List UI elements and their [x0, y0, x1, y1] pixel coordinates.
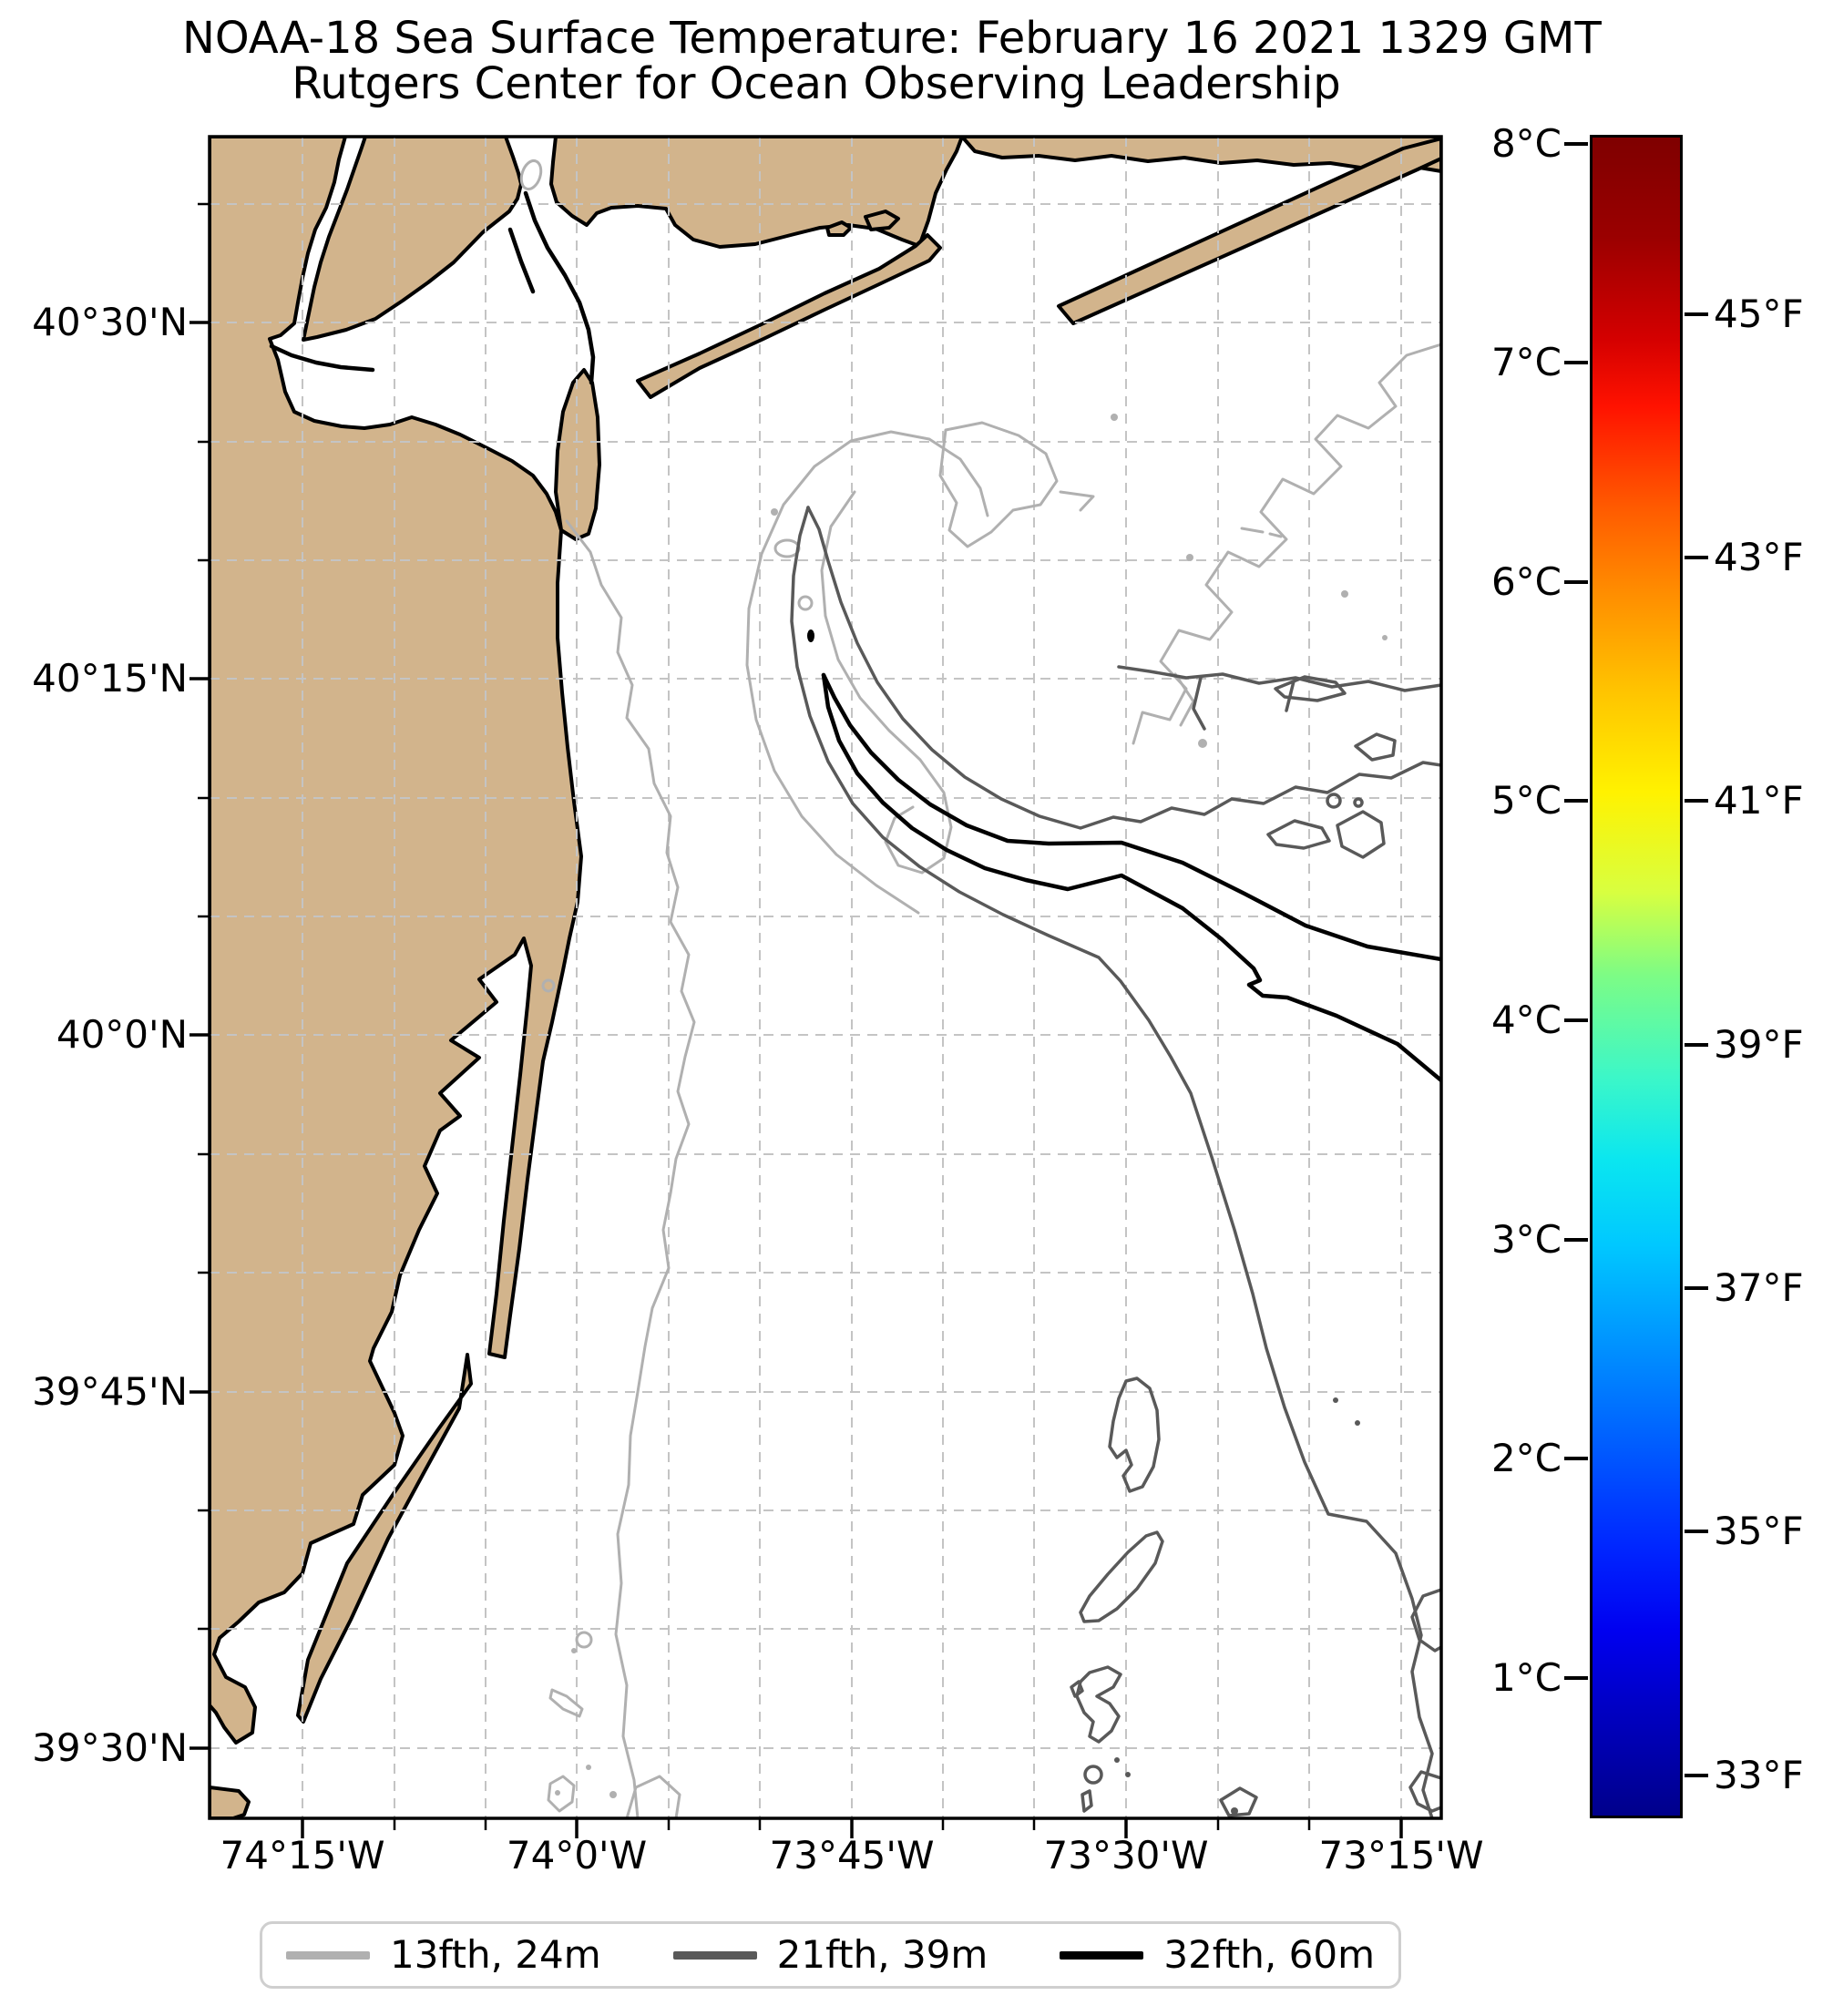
land-marsh-islands [825, 210, 900, 237]
contour-13fth-valley-curl [820, 490, 953, 875]
contour-32fth-harbor-channels [507, 190, 596, 385]
gridlines-layer [210, 137, 1441, 1818]
land-long-beach-barrier [1057, 137, 1441, 325]
longitude-tick-label: 73°15'W [1318, 1833, 1484, 1878]
map-frame [208, 135, 1443, 1820]
colorbar-celsius-tick [1564, 1676, 1588, 1680]
latitude-tick-label: 39°45'N [32, 1369, 188, 1414]
colorbar-fahrenheit-label: 39°F [1714, 1022, 1804, 1067]
legend-line-swatch [1060, 1950, 1144, 1960]
colorbar-fahrenheit-label: 41°F [1714, 778, 1804, 823]
colorbar-celsius-tick [1564, 1238, 1588, 1242]
contour-21fth-right-edge-bits [1219, 1588, 1441, 1817]
legend-line-swatch [286, 1950, 370, 1960]
axis-ticks-layer [189, 202, 1403, 1838]
latitude-tick-label: 40°30'N [32, 300, 188, 344]
longitude-tick-label: 74°0'W [506, 1833, 648, 1878]
colorbar-celsius-label: 8°C [1490, 121, 1562, 166]
contour-21fth-valley-east [806, 506, 1441, 830]
contour-21fth-south-lens [1079, 1530, 1164, 1623]
contour-13fth-east-fringe [1132, 343, 1441, 745]
colorbar-celsius-tick [1564, 1018, 1588, 1022]
contour-13fth-valley-horseshoe [745, 430, 989, 915]
contour-13fth-blob [575, 1631, 593, 1649]
land-rockaway-spit [636, 233, 942, 399]
contour-21fth-blob [1326, 793, 1342, 809]
colorbar-gradient-bar [1590, 135, 1683, 1818]
colorbar-celsius-tick [1564, 1457, 1588, 1460]
legend-label: 21fth, 39m [776, 1932, 988, 1977]
contour-13fth-blob [797, 595, 814, 611]
colorbar-celsius-label: 5°C [1490, 778, 1562, 823]
figure-title-line2: Rutgers Center for Ocean Observing Leade… [292, 58, 1341, 109]
legend-item: 32fth, 60m [1060, 1936, 1375, 1974]
colorbar-celsius-tick [1564, 142, 1588, 146]
contour-32fth-valley-northeast [821, 672, 1441, 962]
contour-13fth-layer [519, 159, 1441, 1818]
colorbar-celsius-label: 6°C [1490, 559, 1562, 604]
legend-label: 32fth, 60m [1163, 1932, 1375, 1977]
colorbar-fahrenheit-label: 37°F [1714, 1265, 1804, 1310]
figure-title-line1: NOAA-18 Sea Surface Temperature: Februar… [182, 13, 1602, 64]
colorbar-celsius-tick [1564, 799, 1588, 803]
contour-21fth-dots [1114, 1397, 1360, 1815]
colorbar-celsius-label: 4°C [1490, 998, 1562, 1042]
contour-21fth-blob [1353, 797, 1364, 808]
longitude-tick-label: 74°15'W [220, 1833, 385, 1878]
contour-21fth-valley-west [790, 506, 1434, 1818]
contour-13fth-nearshore [565, 519, 696, 1818]
colorbar-fahrenheit-tick [1685, 1286, 1708, 1290]
colorbar-fahrenheit-tick [1685, 1774, 1708, 1777]
colorbar-celsius-label: 1°C [1490, 1655, 1562, 1700]
colorbar-fahrenheit-tick [1685, 799, 1708, 803]
land-cape-may-corner [210, 1786, 251, 1818]
colorbar-fahrenheit-label: 33°F [1714, 1753, 1804, 1797]
contour-21fth-shelf-blobs [1266, 675, 1397, 859]
latitude-tick-label: 39°30'N [32, 1725, 188, 1770]
contour-32fth-layer [269, 190, 1441, 1083]
contour-21fth-south-cluster [1070, 1665, 1122, 1813]
contour-13fth-blob [541, 978, 556, 993]
contour-32fth-raritan-channel [269, 343, 375, 373]
longitude-tick-label: 73°45'W [769, 1833, 935, 1878]
colorbar-fahrenheit-tick [1685, 556, 1708, 559]
legend-item: 21fth, 39m [672, 1932, 988, 1977]
colorbar-fahrenheit-label: 43°F [1714, 535, 1804, 579]
colorbar-celsius-label: 2°C [1490, 1436, 1562, 1480]
colorbar-fahrenheit-label: 35°F [1714, 1509, 1804, 1553]
contour-13fth-shoal-cloud [938, 421, 1059, 548]
bathymetry-legend: 13fth, 24m 21fth, 39m 32fth, 60m [260, 1921, 1401, 1989]
latitude-tick-label: 40°0'N [56, 1012, 188, 1057]
colorbar-celsius-tick [1564, 361, 1588, 364]
latitude-tick-label: 40°15'N [32, 656, 188, 701]
colorbar-fahrenheit-tick [1685, 312, 1708, 316]
colorbar-celsius-label: 7°C [1490, 340, 1562, 384]
contour-13fth-dots [555, 414, 1388, 1798]
land-south-barrier-island [296, 1353, 473, 1724]
colorbar-fahrenheit-tick [1685, 1043, 1708, 1047]
legend-item: 13fth, 24m [286, 1936, 601, 1974]
contour-21fth-south-teardrop [1108, 1376, 1161, 1493]
legend-label: 13fth, 24m [390, 1932, 601, 1977]
contour-32fth-valley-southwest [821, 672, 1441, 1083]
colorbar-celsius-label: 3°C [1490, 1217, 1562, 1262]
colorbar-fahrenheit-tick [1685, 1530, 1708, 1533]
contour-21fth-layer [790, 506, 1441, 1818]
colorbar-fahrenheit-label: 45°F [1714, 292, 1804, 336]
legend-line-swatch [672, 1950, 757, 1960]
longitude-tick-label: 73°30'W [1043, 1833, 1209, 1878]
contour-21fth-blob [1083, 1765, 1103, 1785]
contour-32fth-valley-head-dot [807, 629, 814, 642]
contour-13fth-fragments [547, 490, 1283, 1818]
contour-13fth-narrows-ellipse [519, 159, 543, 191]
colorbar-celsius-tick [1564, 580, 1588, 584]
